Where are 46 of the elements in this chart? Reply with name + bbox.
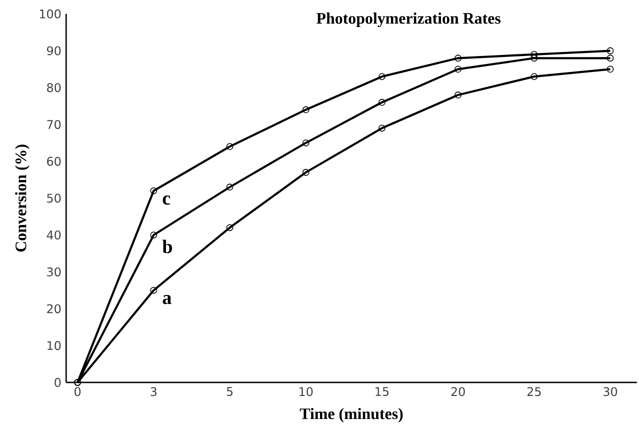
x-tick-label: 20 — [451, 387, 465, 396]
point — [530, 73, 538, 80]
x-axis-title: Time (minutes) — [300, 408, 403, 422]
point — [150, 286, 158, 294]
y-tick-label: 90 — [46, 46, 61, 56]
series-label: c — [162, 195, 170, 205]
x-tick-label: 25 — [527, 387, 541, 396]
point — [302, 139, 310, 146]
point — [606, 66, 614, 73]
x-tick-label: 0 — [74, 387, 81, 396]
point — [226, 143, 234, 150]
x-tick-label: 15 — [376, 387, 389, 396]
point — [150, 187, 158, 194]
point — [150, 232, 158, 238]
point — [378, 98, 386, 106]
y-tick-label: 20 — [47, 304, 61, 314]
x-tick-label: 5 — [226, 387, 233, 396]
x-tick-label: 10 — [300, 387, 313, 396]
y-tick-label: 0 — [54, 378, 61, 387]
point — [454, 54, 462, 62]
point — [530, 54, 538, 62]
point — [454, 92, 462, 98]
series-label: b — [162, 240, 172, 254]
point — [302, 168, 310, 176]
y-tick-label: 40 — [46, 230, 61, 240]
point — [454, 66, 462, 73]
y-axis-title: Conversion (%) — [15, 144, 30, 252]
y-tick-label: 100 — [40, 9, 61, 18]
x-tick-label: 3 — [150, 387, 157, 396]
point — [606, 54, 614, 62]
y-tick-label: 60 — [47, 156, 61, 166]
chart-title: Photopolymerization Rates — [316, 12, 500, 28]
point — [378, 73, 386, 80]
point — [226, 224, 234, 232]
y-tick-label: 30 — [47, 267, 61, 276]
point — [378, 124, 386, 132]
series-label: a — [162, 294, 172, 304]
y-tick-label: 10 — [48, 341, 61, 350]
point — [606, 47, 614, 54]
point — [302, 106, 310, 114]
point — [226, 184, 234, 191]
y-tick-label: 50 — [47, 194, 61, 203]
y-tick-label: 80 — [47, 83, 61, 92]
point — [530, 50, 538, 58]
y-tick-label: 70 — [47, 120, 61, 129]
x-tick-label: 30 — [604, 387, 618, 396]
